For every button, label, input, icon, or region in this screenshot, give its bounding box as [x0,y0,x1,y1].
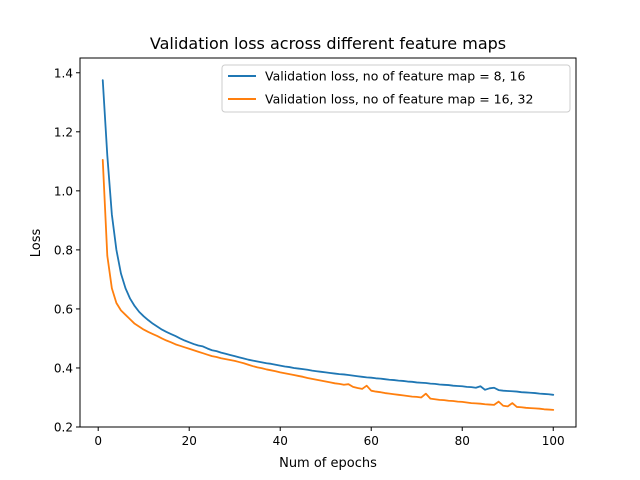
y-axis-ticks: 0.2 0.4 0.6 0.8 1.0 1.2 1.4 [54,66,80,435]
legend: Validation loss, no of feature map = 8, … [221,64,571,113]
legend-box [221,64,571,113]
y-tick-label: 1.4 [54,66,73,80]
legend-label-series-2: Validation loss, no of feature map = 16,… [265,92,533,107]
series-lines [101,79,555,411]
y-tick-label: 1.2 [54,125,73,139]
chart-title: Validation loss across different feature… [150,34,506,53]
series-line-1 [101,79,555,396]
x-tick-label: 0 [94,434,102,448]
plot-area [80,58,576,427]
x-axis-ticks: 0 20 40 60 80 100 [94,427,565,448]
y-axis-label: Loss [29,229,44,258]
legend-label-series-1: Validation loss, no of feature map = 8, … [265,69,526,84]
x-axis-label: Num of epochs [279,456,377,471]
x-tick-label: 20 [182,434,197,448]
y-tick-label: 0.8 [54,243,73,257]
plot-frame [79,57,577,428]
x-tick-label: 40 [273,434,288,448]
y-tick-label: 0.2 [54,421,73,435]
y-tick-label: 0.4 [54,361,73,375]
x-tick-label: 80 [455,434,470,448]
x-tick-label: 60 [364,434,379,448]
series-line-2 [101,158,555,411]
y-tick-label: 0.6 [54,302,73,316]
x-tick-label: 100 [542,434,565,448]
y-tick-label: 1.0 [54,184,73,198]
